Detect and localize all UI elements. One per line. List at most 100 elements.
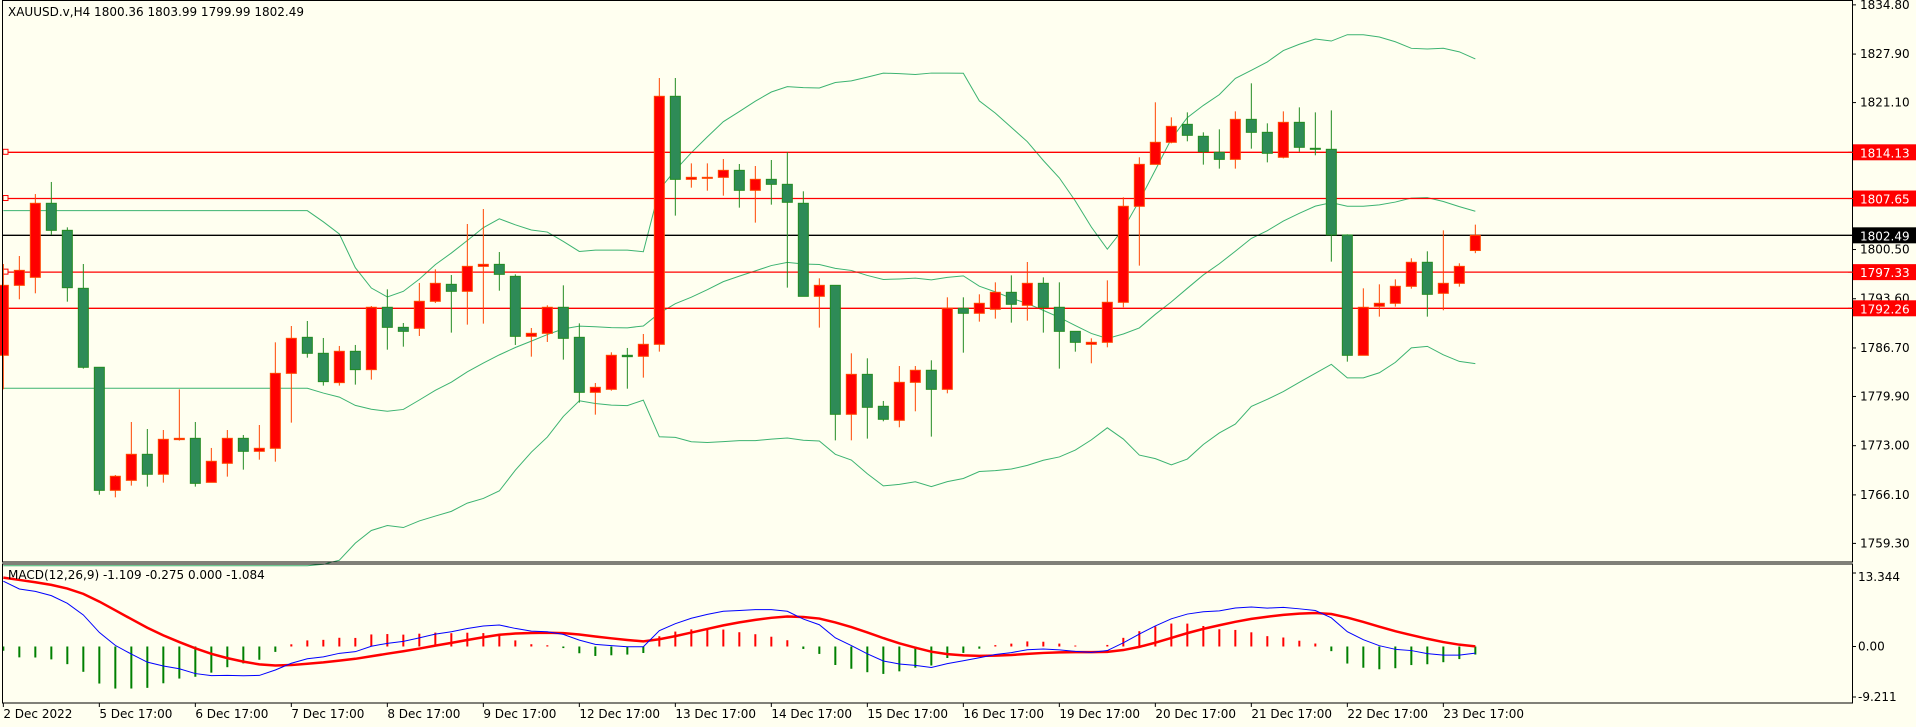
- candle: [1373, 284, 1385, 317]
- candle: [1245, 83, 1257, 149]
- candle: [557, 285, 569, 360]
- candle-body: [1037, 282, 1049, 308]
- candle: [909, 366, 921, 412]
- price-marker-box: [1853, 144, 1916, 161]
- candle: [45, 181, 57, 235]
- candle: [669, 77, 681, 216]
- bollinger-lower-band: [3, 345, 1476, 567]
- candle-body: [557, 306, 569, 339]
- candle-body: [77, 287, 89, 368]
- candle-body: [1165, 125, 1177, 143]
- candle-body: [109, 475, 121, 491]
- candle: [61, 227, 73, 302]
- candle-body: [1133, 163, 1145, 207]
- time-tick-label: 13 Dec 17:00: [675, 707, 756, 721]
- price-marker-label: 1797.33: [1860, 266, 1910, 280]
- candle: [1357, 288, 1369, 356]
- candle: [1101, 280, 1113, 348]
- horizontal-lines[interactable]: [2, 148, 1852, 311]
- candle: [861, 358, 873, 439]
- candle-body: [717, 169, 729, 178]
- candle: [253, 424, 265, 460]
- candle: [525, 327, 537, 357]
- candle: [925, 360, 937, 437]
- candle: [1053, 282, 1065, 369]
- candle: [317, 337, 329, 386]
- candle: [1181, 112, 1193, 142]
- candle-body: [1453, 265, 1465, 284]
- candle: [189, 421, 201, 487]
- candle: [877, 400, 889, 422]
- candle-body: [461, 265, 473, 292]
- time-tick-label: 12 Dec 17:00: [579, 707, 660, 721]
- time-tick-label: 20 Dec 17:00: [1155, 707, 1236, 721]
- candle: [157, 429, 169, 483]
- main-panel-frame: [2, 0, 1853, 563]
- candle-body: [1117, 205, 1129, 303]
- candle-body: [1469, 234, 1481, 252]
- candle-body: [93, 366, 105, 491]
- candle: [941, 297, 953, 394]
- candle: [765, 160, 777, 205]
- price-marker-label: 1792.26: [1860, 302, 1910, 316]
- candle: [221, 429, 233, 477]
- candle-body: [509, 275, 521, 337]
- candle: [397, 322, 409, 347]
- candle: [1117, 197, 1129, 308]
- time-tick-label: 7 Dec 17:00: [291, 707, 364, 721]
- candle-body: [173, 437, 185, 441]
- time-axis: 2 Dec 2022 5 Dec 17:00 6 Dec 17:00 7 Dec 17…: [2, 703, 1524, 721]
- candle: [1453, 263, 1465, 287]
- candle: [1149, 102, 1161, 165]
- candle: [205, 447, 217, 483]
- candle-body: [381, 306, 393, 328]
- candle: [1165, 117, 1177, 144]
- time-tick-label: 22 Dec 17:00: [1347, 707, 1428, 721]
- candle: [797, 191, 809, 297]
- macd-panel-frame: [2, 563, 1853, 704]
- candle-body: [1085, 341, 1097, 345]
- candle-body: [477, 263, 489, 267]
- candle-body: [813, 284, 825, 297]
- candle: [685, 163, 697, 188]
- price-tick-label: 1834.80: [1860, 0, 1910, 12]
- candle: [733, 163, 745, 208]
- candle: [77, 264, 89, 369]
- price-tick-label: 1800.50: [1860, 243, 1910, 257]
- candle: [781, 152, 793, 288]
- candle-body: [189, 437, 201, 484]
- time-tick-label: 19 Dec 17:00: [1059, 707, 1140, 721]
- chart-title: XAUUSD.v,H4 1800.36 1803.99 1799.99 1802…: [8, 5, 304, 19]
- candle-body: [653, 95, 665, 345]
- candle: [957, 297, 969, 353]
- time-tick-label: 2 Dec 2022: [3, 707, 72, 721]
- candle: [1069, 330, 1081, 352]
- candle: [109, 474, 121, 498]
- candle-body: [941, 307, 953, 390]
- candle: [349, 344, 361, 385]
- candle-body: [1197, 135, 1209, 153]
- price-tick-label: 1821.10: [1860, 96, 1910, 110]
- candle: [125, 421, 137, 486]
- candle-body: [989, 291, 1001, 310]
- price-tick-label: 1759.30: [1860, 536, 1910, 550]
- candle: [621, 347, 633, 389]
- candle: [445, 274, 457, 333]
- candle-body: [1005, 291, 1017, 305]
- time-tick-label: 23 Dec 17:00: [1443, 707, 1524, 721]
- candle-body: [253, 447, 265, 452]
- candle: [605, 352, 617, 391]
- candle-body: [29, 202, 41, 278]
- candle: [381, 289, 393, 350]
- candle: [301, 320, 313, 358]
- candle: [749, 165, 761, 223]
- candle: [365, 306, 377, 380]
- candle: [29, 194, 41, 294]
- candle: [269, 342, 281, 462]
- candle: [1309, 112, 1321, 156]
- candle-body: [1421, 261, 1433, 295]
- candle-body: [525, 332, 537, 337]
- candle: [173, 389, 185, 441]
- line-anchor-handle: [2, 195, 9, 202]
